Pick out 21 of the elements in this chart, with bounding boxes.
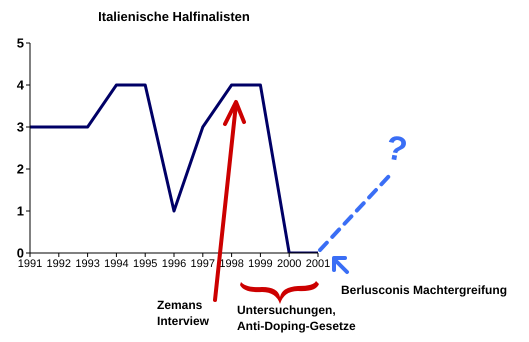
chart-title: Italienische Halfinalisten bbox=[97, 9, 251, 25]
text: Zemans Interview bbox=[157, 297, 210, 329]
x-tick-label: 2000 bbox=[276, 258, 302, 270]
text: Berlusconis Machtergreifung bbox=[341, 282, 508, 298]
x-tick-label: 1996 bbox=[162, 258, 186, 270]
y-tick-label: 5 bbox=[16, 36, 24, 51]
x-tick-label: 1997 bbox=[190, 258, 216, 270]
y-tick-label: 1 bbox=[16, 204, 24, 219]
x-tick-label: 1994 bbox=[104, 258, 129, 270]
x-tick-label: 1993 bbox=[75, 258, 100, 270]
text: ? bbox=[382, 128, 410, 171]
y-tick-label: 3 bbox=[16, 120, 24, 135]
x-tick-label: 2001 bbox=[306, 258, 330, 270]
x-tick-label: 1991 bbox=[18, 258, 42, 270]
y-tick-label: 2 bbox=[16, 162, 24, 177]
x-tick-label: 1995 bbox=[132, 258, 158, 270]
x-tick-label: 1998 bbox=[219, 258, 244, 270]
x-tick-label: 1999 bbox=[248, 258, 273, 270]
y-tick-label: 4 bbox=[16, 78, 25, 93]
x-tick-label: 1992 bbox=[46, 258, 72, 270]
text: Untersuchungen, Anti-Doping-Gesetze bbox=[237, 302, 357, 334]
